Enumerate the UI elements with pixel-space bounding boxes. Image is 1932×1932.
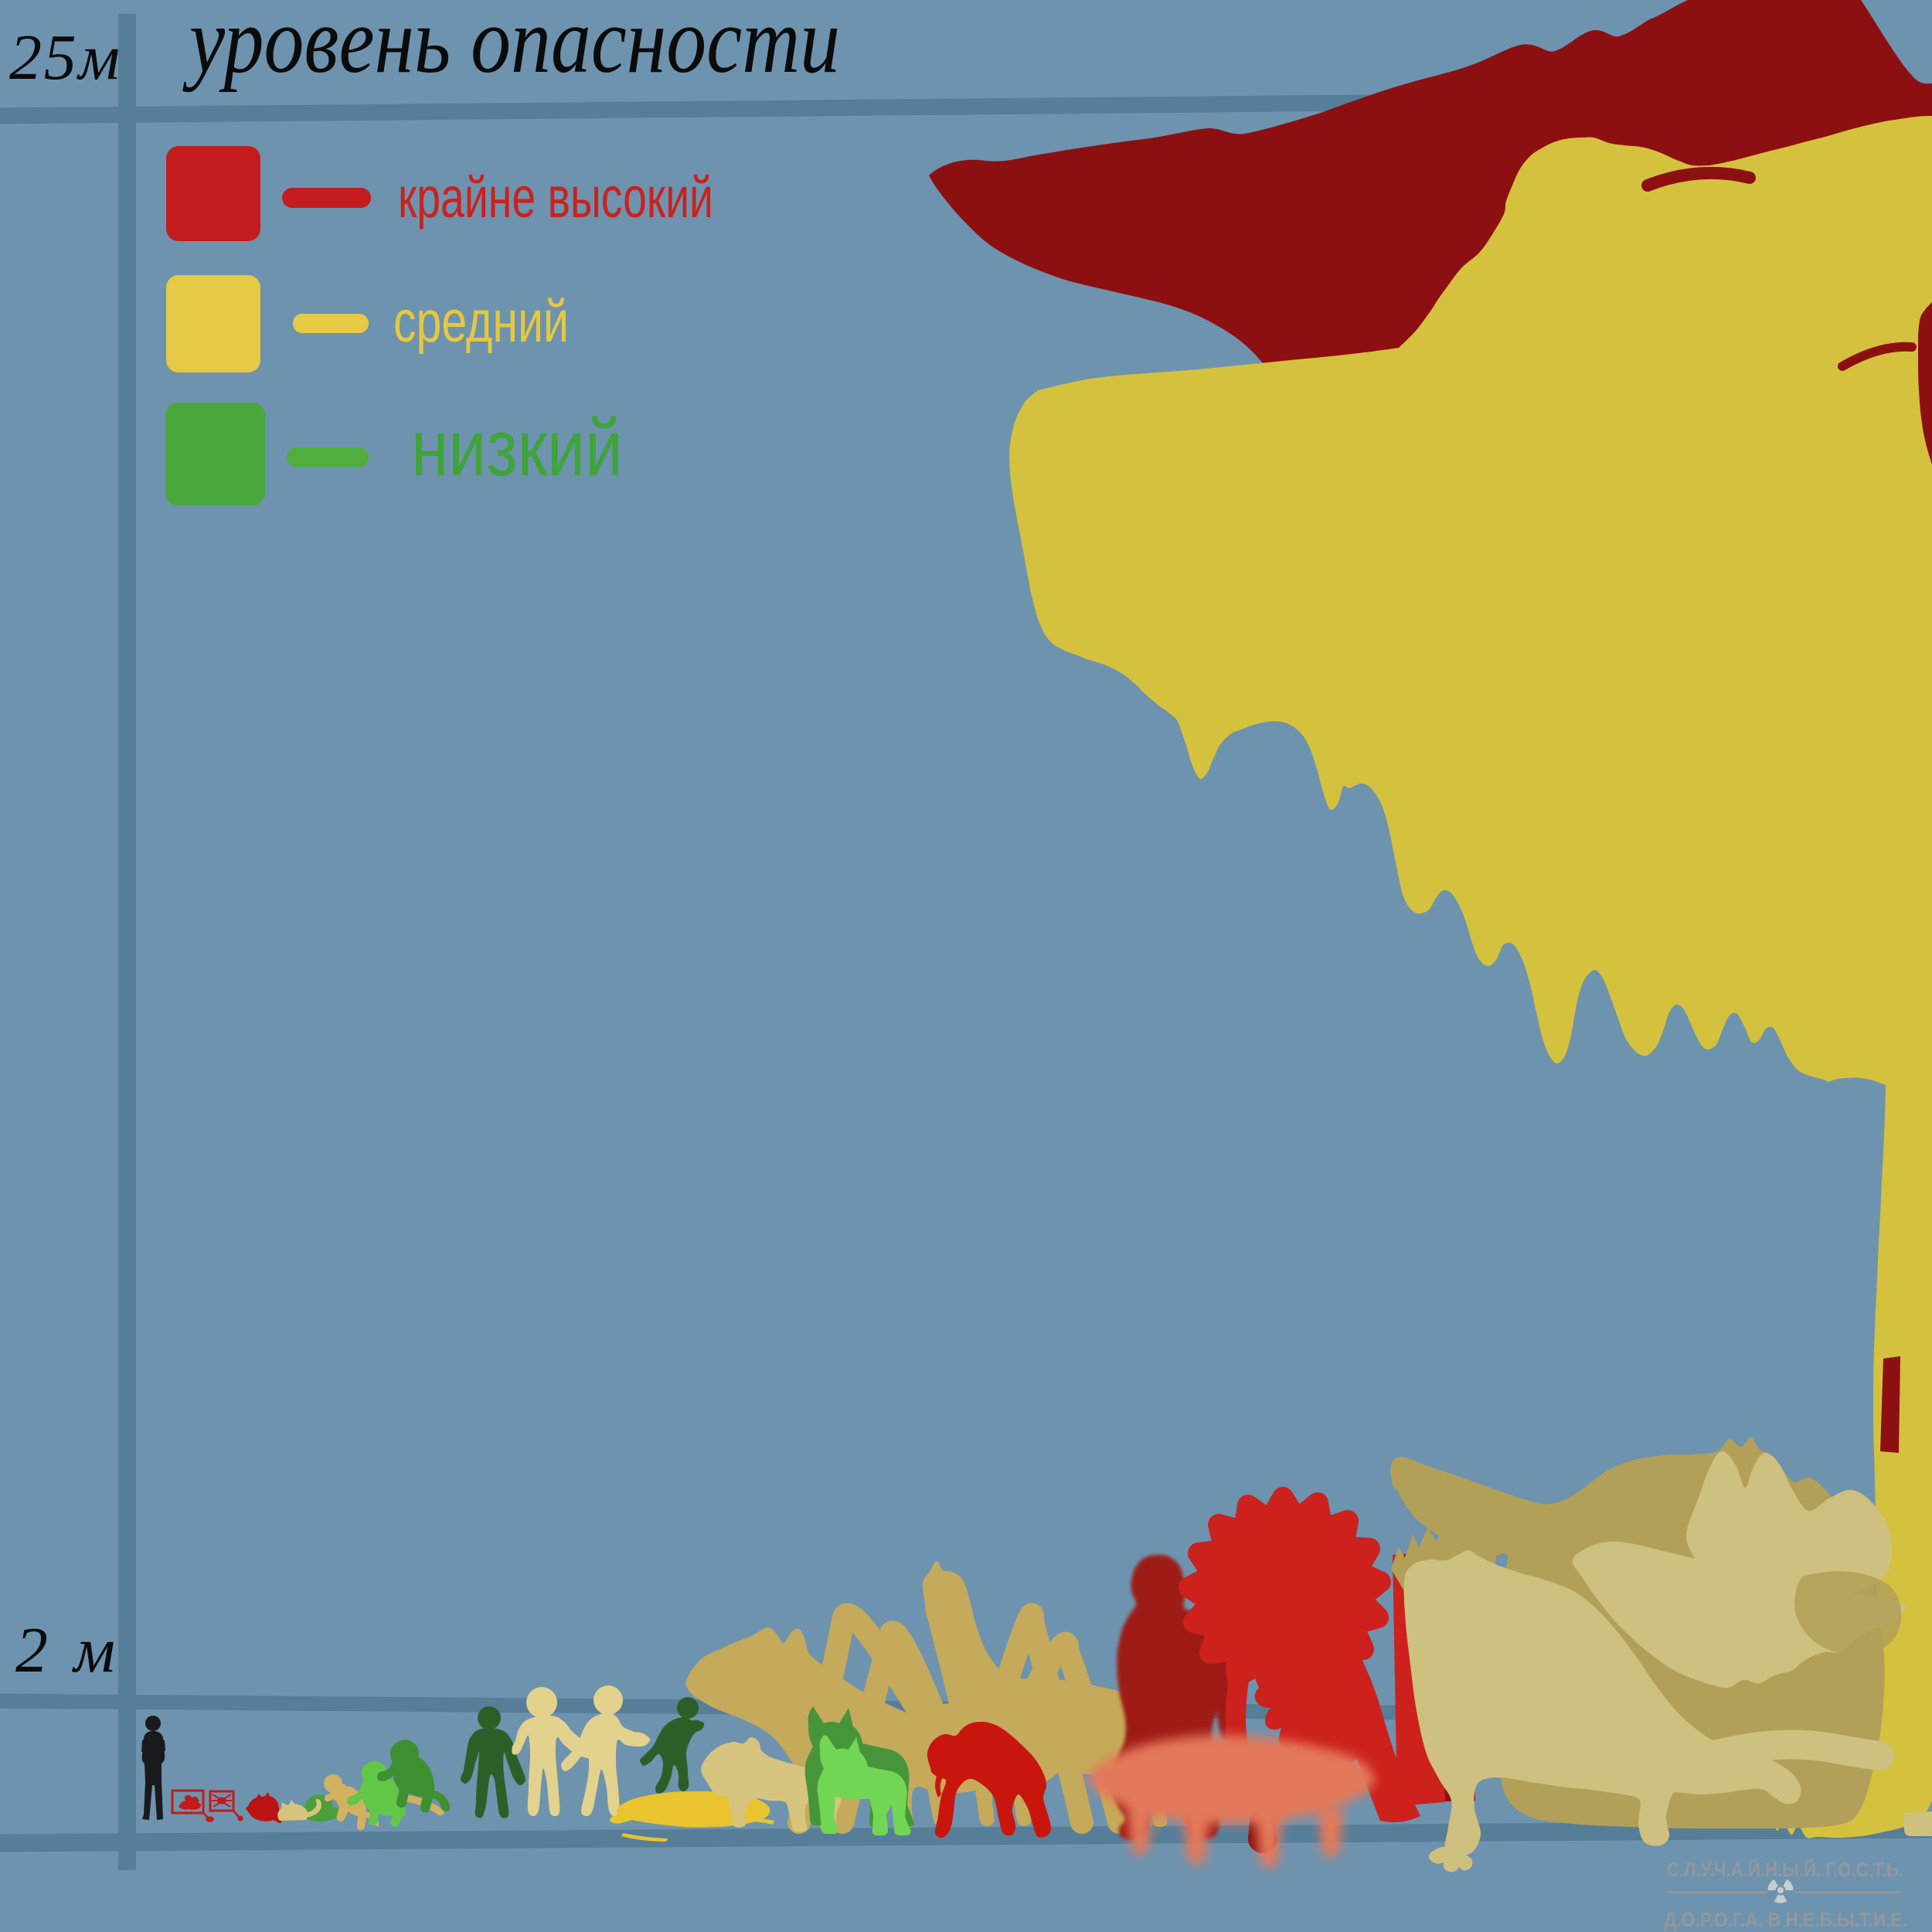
svg-text:средний: средний (393, 289, 569, 355)
svg-text:2 м: 2 м (15, 1614, 115, 1686)
svg-text:крайне высокий: крайне высокий (398, 165, 713, 230)
svg-text:уровень опасности: уровень опасности (182, 0, 840, 93)
svg-text:С.Л.У.Ч.А.Й.Н.Ы.Й. Г.О.С.Т.Ь.: С.Л.У.Ч.А.Й.Н.Ы.Й. Г.О.С.Т.Ь. (1667, 1858, 1903, 1881)
svg-text:25м: 25м (9, 22, 120, 94)
svg-text:Д.О.Р.О.Г.А. В Н.Е.Б.Ы.Т.И.Е.: Д.О.Р.О.Г.А. В Н.Е.Б.Ы.Т.И.Е. (1664, 1908, 1907, 1931)
svg-text:низкий: низкий (411, 403, 623, 492)
